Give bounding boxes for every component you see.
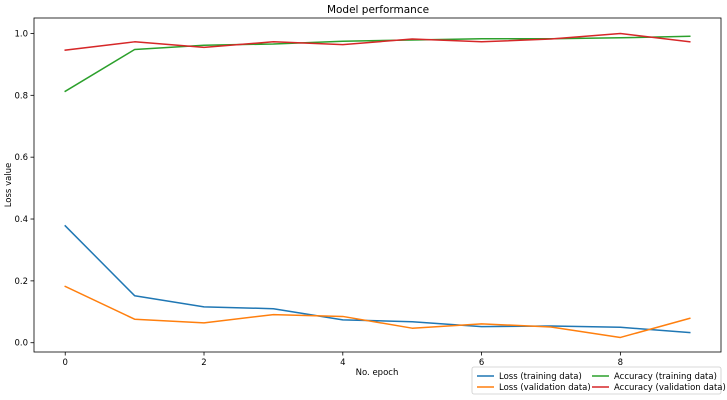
series-layer bbox=[64, 32, 691, 339]
x-tick-label: 4 bbox=[340, 358, 345, 368]
y-tick-label: 0.8 bbox=[14, 91, 28, 101]
x-tick-label: 8 bbox=[618, 358, 623, 368]
series-line-4 bbox=[64, 32, 691, 51]
legend-label: Loss (validation data) bbox=[499, 383, 591, 393]
y-axis-label: Loss value bbox=[4, 163, 14, 208]
legend-label: Loss (training data) bbox=[499, 372, 582, 382]
y-tick-label: 0.0 bbox=[14, 339, 28, 349]
x-tick-label: 2 bbox=[201, 358, 206, 368]
plot-area bbox=[33, 17, 722, 353]
y-axis: 0.0 0.2 0.4 0.6 0.8 1.0 bbox=[14, 29, 34, 349]
chart-title: Model performance bbox=[327, 4, 429, 16]
y-tick-label: 0.2 bbox=[14, 277, 28, 287]
x-axis: 0 2 4 6 8 bbox=[63, 352, 623, 368]
plot-frame bbox=[33, 17, 722, 353]
x-tick-label: 6 bbox=[479, 358, 484, 368]
y-tick-label: 1.0 bbox=[14, 29, 28, 39]
legend-label: Accuracy (training data) bbox=[614, 372, 717, 382]
y-tick-label: 0.6 bbox=[14, 153, 28, 163]
x-tick-label: 0 bbox=[63, 358, 68, 368]
legend-label: Accuracy (validation data) bbox=[614, 383, 726, 393]
x-axis-label: No. epoch bbox=[356, 368, 399, 378]
series-line-3 bbox=[64, 35, 691, 93]
y-tick-label: 0.4 bbox=[14, 215, 28, 225]
series-line-2 bbox=[64, 285, 691, 339]
legend-box bbox=[471, 366, 722, 395]
legend: Loss (training data)Loss (validation dat… bbox=[471, 366, 726, 395]
series-line-1 bbox=[64, 224, 691, 334]
